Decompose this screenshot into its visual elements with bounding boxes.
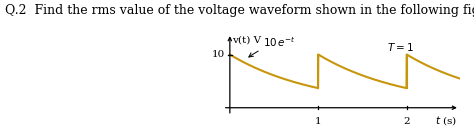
Text: 2: 2 [403,117,410,126]
Text: $T = 1$: $T = 1$ [387,41,414,53]
Text: Q.2  Find the rms value of the voltage waveform shown in the following figure.: Q.2 Find the rms value of the voltage wa… [5,4,474,17]
Text: $10\,e^{-t}$: $10\,e^{-t}$ [249,35,296,57]
Text: v(t) V: v(t) V [233,36,262,44]
Text: 10: 10 [211,50,225,59]
Text: $t$ (s): $t$ (s) [436,114,457,127]
Text: 1: 1 [315,117,321,126]
